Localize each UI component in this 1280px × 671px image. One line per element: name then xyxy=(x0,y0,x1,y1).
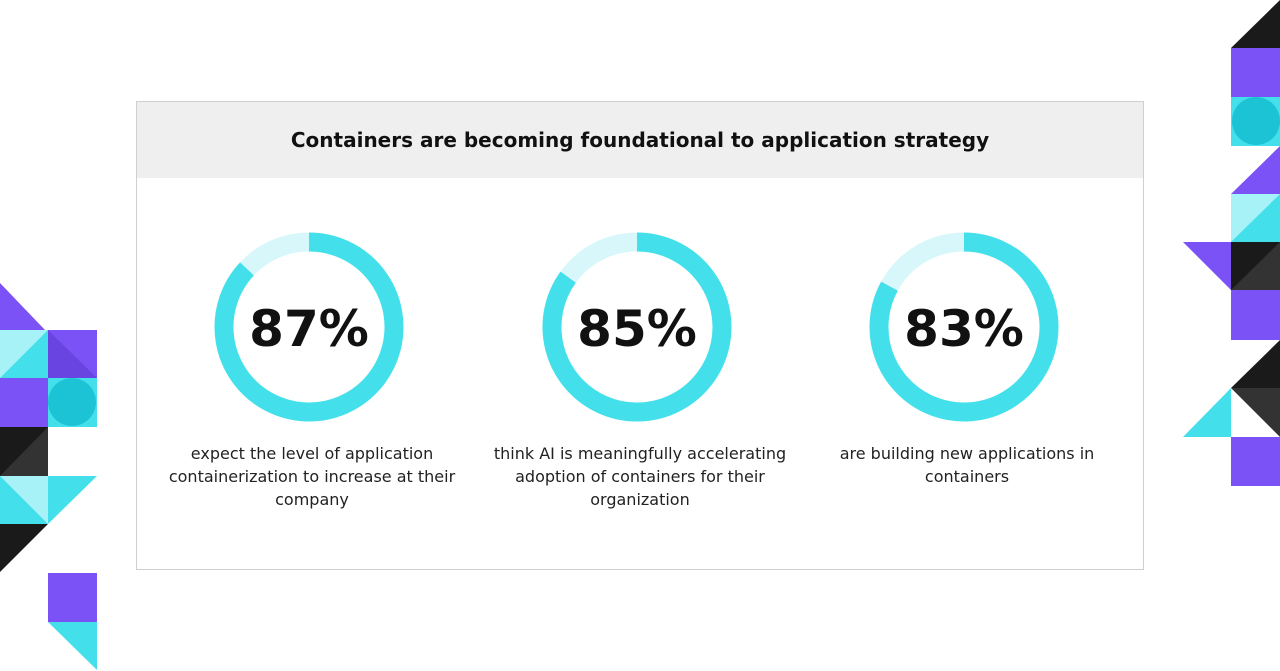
stat-panel: 87% expect the level of application conta… xyxy=(162,232,462,552)
donut-chart: 83% xyxy=(869,232,1059,422)
caption: think AI is meaningfully accelerating ad… xyxy=(493,444,787,509)
donut-segment xyxy=(560,232,638,283)
donut-segment xyxy=(869,232,1059,422)
card: Containers are becoming foundational to … xyxy=(136,101,1144,570)
donut-chart: 87% xyxy=(214,232,404,422)
donut-segment xyxy=(240,232,310,276)
value-label: 85% xyxy=(577,300,697,358)
value-label: 87% xyxy=(249,300,369,358)
caption: are building new applications in contain… xyxy=(839,444,1095,486)
donut-chart: 85% xyxy=(542,232,732,422)
stat-panel: 85% think AI is meaningfully accelerating… xyxy=(490,232,790,552)
donut-segment xyxy=(214,232,404,422)
value-label: 83% xyxy=(904,300,1024,358)
title: Containers are becoming foundational to … xyxy=(290,128,990,152)
stat-panel: 83% are building new applications in cont… xyxy=(817,232,1117,552)
caption: expect the level of application containe… xyxy=(168,444,456,509)
donut-segment xyxy=(881,232,965,291)
donut-segment xyxy=(542,232,732,422)
card-header xyxy=(137,102,1143,178)
